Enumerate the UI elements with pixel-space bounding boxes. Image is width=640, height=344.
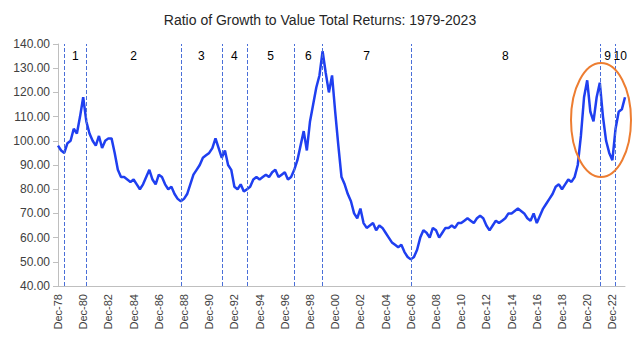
svg-text:Dec-12: Dec-12 [480,294,492,329]
svg-text:Dec-88: Dec-88 [178,294,190,329]
svg-text:4: 4 [231,49,238,63]
svg-text:140.00: 140.00 [13,37,50,51]
svg-text:Dec-06: Dec-06 [405,294,417,329]
svg-text:Dec-22: Dec-22 [606,294,618,329]
svg-text:130.00: 130.00 [13,61,50,75]
svg-text:Dec-98: Dec-98 [304,294,316,329]
svg-text:Dec-92: Dec-92 [228,294,240,329]
svg-text:Dec-04: Dec-04 [380,294,392,329]
svg-text:Dec-14: Dec-14 [506,294,518,329]
svg-text:Dec-00: Dec-00 [329,294,341,329]
svg-text:Dec-08: Dec-08 [430,294,442,329]
svg-text:3: 3 [198,49,205,63]
svg-text:8: 8 [502,49,509,63]
svg-text:Dec-90: Dec-90 [203,294,215,329]
svg-text:80.00: 80.00 [20,182,50,196]
svg-text:Dec-80: Dec-80 [77,294,89,329]
svg-text:120.00: 120.00 [13,85,50,99]
svg-text:Dec-94: Dec-94 [254,294,266,329]
svg-text:Dec-20: Dec-20 [581,294,593,329]
svg-text:10: 10 [613,49,627,63]
svg-text:2: 2 [130,49,137,63]
svg-text:60.00: 60.00 [20,231,50,245]
svg-text:110.00: 110.00 [14,110,50,124]
svg-text:Dec-18: Dec-18 [556,294,568,329]
svg-text:90.00: 90.00 [20,158,50,172]
svg-text:Dec-82: Dec-82 [102,294,114,329]
svg-text:6: 6 [305,49,312,63]
svg-text:Dec-86: Dec-86 [153,294,165,329]
svg-text:Dec-02: Dec-02 [354,294,366,329]
svg-text:Dec-16: Dec-16 [531,294,543,329]
svg-text:Dec-96: Dec-96 [279,294,291,329]
svg-text:40.00: 40.00 [20,279,50,293]
svg-text:Dec-84: Dec-84 [128,294,140,329]
svg-text:1: 1 [72,49,79,63]
svg-text:100.00: 100.00 [13,134,50,148]
svg-text:5: 5 [267,49,274,63]
svg-text:50.00: 50.00 [20,255,50,269]
svg-text:Dec-78: Dec-78 [52,294,64,329]
svg-text:7: 7 [363,49,370,63]
svg-text:9: 9 [604,49,611,63]
svg-text:Ratio of Growth to Value Total: Ratio of Growth to Value Total Returns: … [164,12,477,28]
svg-text:70.00: 70.00 [20,206,50,220]
svg-text:Dec-10: Dec-10 [455,294,467,329]
